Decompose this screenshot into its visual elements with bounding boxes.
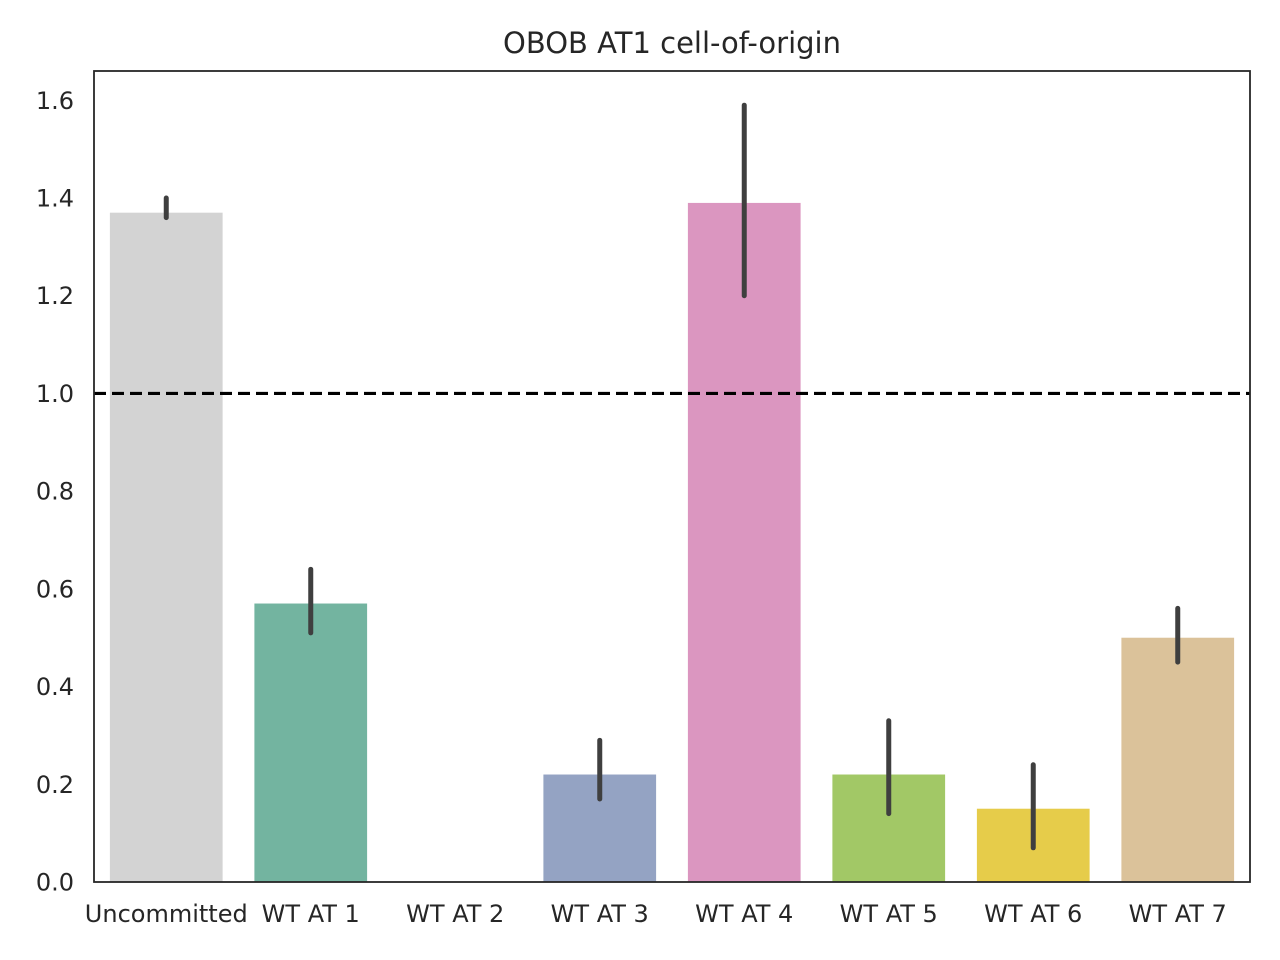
y-axis: 0.0 0.2 0.4 0.6 0.8 1.0 1.2 1.4 1.6	[36, 87, 74, 897]
chart-title: OBOB AT1 cell-of-origin	[503, 26, 841, 60]
y-tick-label: 0.8	[36, 478, 74, 506]
y-tick-label: 0.0	[36, 869, 74, 897]
plot-frame	[93, 70, 1251, 883]
x-tick-label: Uncommitted	[85, 900, 248, 928]
bar	[1121, 637, 1235, 882]
x-tick-label: WT AT 1	[262, 900, 360, 928]
x-tick-label: WT AT 4	[695, 900, 793, 928]
x-tick-label: WT AT 3	[551, 900, 649, 928]
y-tick-label: 0.2	[36, 771, 74, 799]
x-tick-label: WT AT 7	[1129, 900, 1227, 928]
y-tick-label: 1.0	[36, 380, 74, 408]
error-bars	[163, 102, 1181, 851]
bar	[687, 202, 801, 882]
bar	[254, 603, 368, 882]
y-tick-label: 1.2	[36, 282, 74, 310]
x-tick-label: WT AT 2	[406, 900, 504, 928]
x-tick-label: WT AT 6	[984, 900, 1082, 928]
bar	[109, 212, 223, 882]
bars	[109, 202, 1235, 882]
y-tick-label: 1.4	[36, 185, 74, 213]
y-tick-label: 0.6	[36, 575, 74, 603]
x-tick-label: WT AT 5	[840, 900, 938, 928]
y-tick-label: 1.6	[36, 87, 74, 115]
y-tick-label: 0.4	[36, 673, 74, 701]
x-axis: Uncommitted WT AT 1 WT AT 2 WT AT 3 WT AT 4 W…	[85, 900, 1227, 928]
